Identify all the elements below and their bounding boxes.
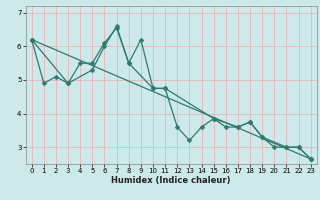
X-axis label: Humidex (Indice chaleur): Humidex (Indice chaleur) [111, 176, 231, 185]
